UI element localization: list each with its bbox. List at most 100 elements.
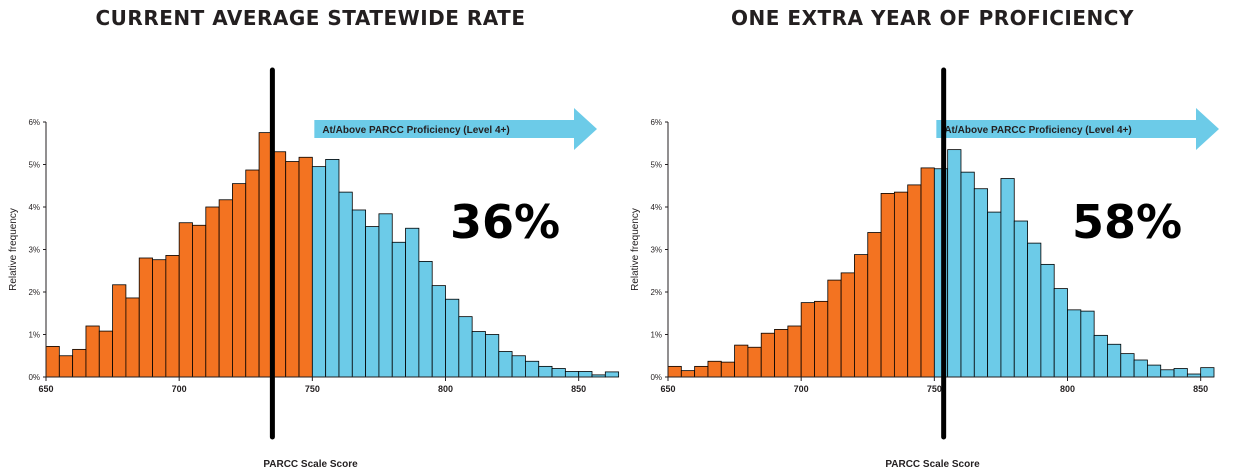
chart-panel-current: CURRENT AVERAGE STATEWIDE RATE 0% 1% 2% 3% 4… [0, 0, 621, 476]
histogram-bar [694, 365, 709, 378]
histogram-bar [734, 344, 749, 378]
histogram-bar [551, 368, 566, 378]
histogram-bar [511, 355, 526, 378]
histogram-bar [840, 272, 855, 378]
histogram-bar [138, 257, 153, 378]
histogram-bar [405, 227, 420, 378]
proficiency-label: At/Above PARCC Proficiency (Level 4+) [322, 125, 509, 136]
histogram-bar [854, 254, 869, 378]
histogram-bar [485, 334, 500, 378]
y-tick-label: 6% [28, 118, 40, 127]
histogram-bar [1053, 288, 1068, 378]
histogram-bar [1160, 369, 1175, 378]
histogram-bar [604, 371, 620, 378]
x-tick-label: 850 [571, 384, 586, 394]
histogram-chart: 0% 1% 2% 3% 4% 5% 6% 650 700 750 800 850 Relative fr… [630, 67, 1219, 440]
x-tick-label: 800 [1060, 384, 1075, 394]
y-tick-label: 3% [28, 246, 40, 255]
y-tick-label: 0% [650, 373, 662, 382]
x-tick-label: 850 [1193, 384, 1208, 394]
histogram-bar [391, 241, 406, 378]
histogram-bar [920, 167, 935, 378]
x-tick-label: 800 [438, 384, 453, 394]
proficiency-label: At/Above PARCC Proficiency (Level 4+) [944, 125, 1131, 136]
histogram-bar [1000, 178, 1015, 378]
histogram-bar [747, 346, 762, 378]
histogram-bar [445, 298, 460, 378]
histogram-bar [760, 332, 775, 378]
histogram-bar [1027, 242, 1042, 378]
chart-panel-extra-year: ONE EXTRA YEAR OF PROFICIENCY 0% 1% 2% 3% 4%… [622, 0, 1243, 476]
histogram-bar [378, 213, 393, 378]
histogram-bar [707, 360, 722, 378]
x-tick-label: 650 [38, 384, 53, 394]
y-tick-label: 2% [650, 288, 662, 297]
y-tick-label: 1% [28, 331, 40, 340]
histogram-bar [178, 222, 193, 378]
chart-title: ONE EXTRA YEAR OF PROFICIENCY [731, 6, 1134, 30]
histogram-bar [1107, 343, 1122, 378]
x-tick-label: 650 [660, 384, 675, 394]
histogram-bar [311, 166, 327, 378]
y-tick-label: 2% [28, 288, 40, 297]
histogram-bar [1013, 220, 1028, 378]
histogram-bar [165, 255, 180, 378]
histogram-bar [867, 232, 882, 378]
x-tick-label: 750 [927, 384, 942, 394]
histogram-bar [72, 348, 87, 378]
y-tick-label: 4% [650, 203, 662, 212]
proficiency-arrow [314, 108, 597, 150]
histogram-bar [192, 224, 207, 378]
histogram-bar [667, 365, 682, 378]
histogram-bar [578, 371, 593, 378]
histogram-bar [365, 226, 380, 378]
histogram-bar [1093, 334, 1108, 378]
histogram-bar [152, 259, 167, 378]
y-axis-label: Relative frequency [630, 208, 641, 291]
y-tick-label: 6% [650, 118, 662, 127]
histogram-bar [98, 330, 113, 378]
histogram-bar [245, 169, 260, 378]
x-axis-label: PARCC Scale Score [885, 459, 980, 470]
histogram-bar [351, 209, 367, 378]
histogram-bar [458, 316, 473, 378]
histogram-bar [85, 325, 100, 378]
histogram-bar [205, 206, 220, 378]
histogram-bar [1147, 364, 1162, 378]
y-tick-label: 4% [28, 203, 40, 212]
histogram-bar [960, 171, 975, 378]
y-tick-label: 3% [650, 246, 662, 255]
histogram-bar [880, 192, 895, 378]
proficiency-arrow [936, 108, 1219, 150]
y-tick-label: 0% [28, 373, 40, 382]
histogram-bar [285, 161, 300, 378]
histogram-bar [1080, 310, 1095, 378]
histogram-bar [800, 302, 815, 378]
histogram-bar [538, 365, 553, 378]
histogram-bar [431, 285, 446, 378]
x-tick-label: 700 [794, 384, 809, 394]
histogram-bar [498, 351, 513, 378]
histogram-bar [1173, 368, 1188, 378]
histogram-bar [1040, 263, 1055, 378]
x-tick-label: 750 [305, 384, 320, 394]
histogram-bar [45, 345, 60, 378]
y-tick-label: 5% [650, 161, 662, 170]
histogram-bar [1120, 353, 1135, 378]
histogram-bar [112, 284, 127, 378]
histogram-bar [680, 370, 696, 378]
histogram-bar [827, 279, 842, 378]
histogram-bar [1067, 309, 1082, 378]
histogram-bar [232, 183, 247, 378]
histogram-bar [907, 184, 922, 378]
proficiency-percentage: 36% [450, 195, 560, 249]
histogram-bar [471, 331, 486, 378]
histogram-bar [418, 260, 433, 378]
proficiency-percentage: 58% [1072, 195, 1182, 249]
histogram-bar [218, 199, 233, 378]
histogram-bar [325, 158, 340, 378]
histogram-bar [774, 328, 789, 378]
histogram-bar [787, 325, 802, 378]
histogram-bar [947, 149, 962, 378]
chart-title: CURRENT AVERAGE STATEWIDE RATE [95, 6, 526, 30]
